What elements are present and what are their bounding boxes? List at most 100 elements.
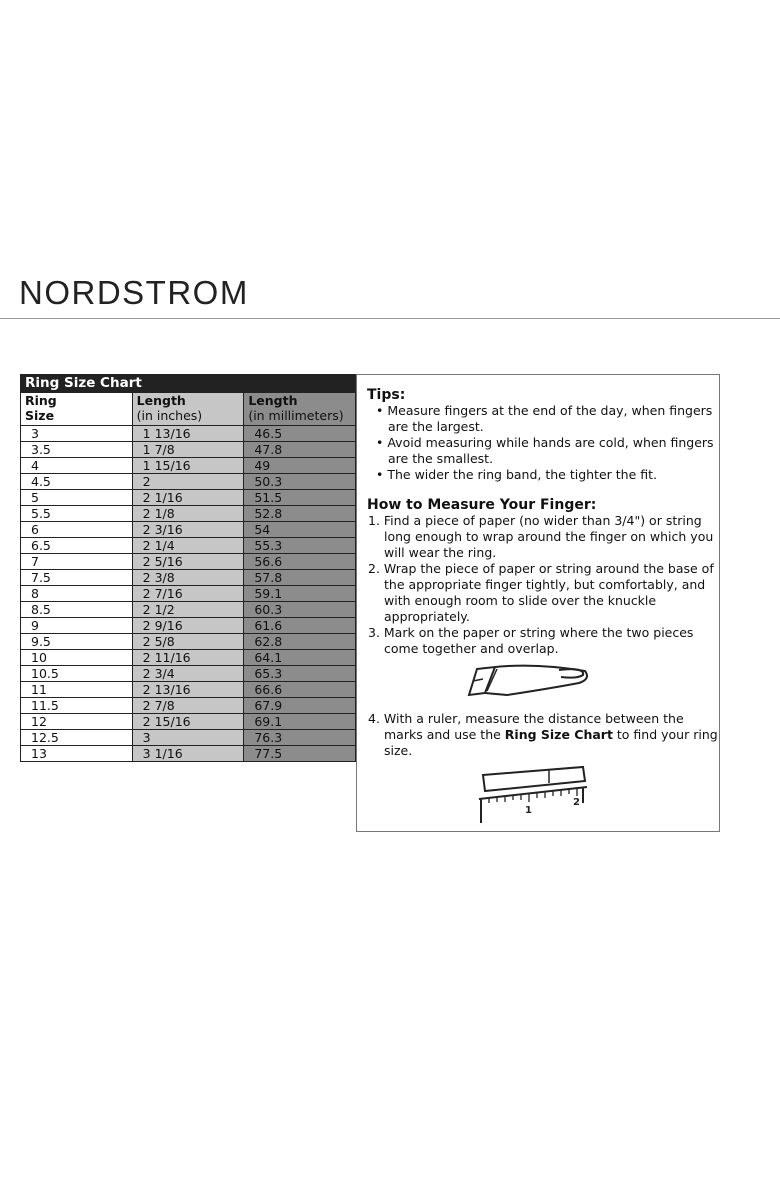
header-ring-size: Ring Size	[20, 392, 133, 426]
ring-size-cell: 12	[20, 713, 133, 730]
inches-cell: 2 1/4	[131, 537, 245, 554]
inches-cell: 2 15/16	[131, 713, 245, 730]
ring-size-cell: 8.5	[20, 601, 133, 618]
header-inches: Length (in inches)	[131, 392, 245, 426]
inches-cell: 2 1/16	[131, 489, 245, 506]
table-row: 11.5 2 7/8 67.9	[20, 697, 356, 714]
header-divider	[0, 318, 780, 319]
table-row: 6.5 2 1/4 55.3	[20, 537, 356, 554]
tip-item: • Avoid measuring while hands are cold, …	[376, 435, 714, 466]
inches-cell: 1 15/16	[131, 457, 245, 474]
ring-size-cell: 5.5	[20, 505, 133, 522]
mm-cell: 46.5	[243, 425, 356, 442]
ring-size-cell: 6	[20, 521, 133, 538]
table-row: 8.5 2 1/2 60.3	[20, 601, 356, 618]
mm-cell: 51.5	[243, 489, 356, 506]
step: 1. Find a piece of paper (no wider than …	[368, 513, 714, 560]
inches-cell: 2 5/16	[131, 553, 245, 570]
inches-cell: 1 13/16	[131, 425, 245, 442]
table-row: 9.5 2 5/8 62.8	[20, 633, 356, 650]
ring-size-cell: 10.5	[20, 665, 133, 682]
ring-size-cell: 4	[20, 457, 133, 474]
ruler-illustration: 1 2	[478, 765, 588, 823]
table-row: 3.5 1 7/8 47.8	[20, 441, 356, 458]
tip-item: • Measure fingers at the end of the day,…	[376, 403, 713, 434]
inches-cell: 2 3/16	[131, 521, 245, 538]
ring-size-cell: 6.5	[20, 537, 133, 554]
mm-cell: 50.3	[243, 473, 356, 490]
ring-size-cell: 3	[20, 425, 133, 442]
inches-cell: 2 3/4	[131, 665, 245, 682]
tips-list: • Measure fingers at the end of the day,…	[367, 403, 719, 483]
step: 3. Mark on the paper or string where the…	[368, 625, 694, 656]
mm-cell: 54	[243, 521, 356, 538]
inches-cell: 3	[131, 729, 245, 746]
inches-cell: 2 1/2	[131, 601, 245, 618]
table-row: 10.5 2 3/4 65.3	[20, 665, 356, 682]
mm-cell: 77.5	[243, 745, 356, 762]
mm-cell: 66.6	[243, 681, 356, 698]
ring-size-cell: 8	[20, 585, 133, 602]
step: 2. Wrap the piece of paper or string aro…	[368, 561, 714, 624]
howto-steps: 1. Find a piece of paper (no wider than …	[357, 513, 719, 657]
table-header-row: Ring Size Length (in inches) Length (in mil…	[20, 392, 356, 426]
inches-cell: 2	[131, 473, 245, 490]
table-row: 12.5 3 76.3	[20, 729, 356, 746]
ring-size-cell: 9	[20, 617, 133, 634]
ring-size-cell: 10	[20, 649, 133, 666]
mm-cell: 57.8	[243, 569, 356, 586]
ring-size-cell: 3.5	[20, 441, 133, 458]
ring-size-cell: 12.5	[20, 729, 133, 746]
table-row: 4.5 2 50.3	[20, 473, 356, 490]
inches-cell: 1 7/8	[131, 441, 245, 458]
inches-cell: 2 13/16	[131, 681, 245, 698]
table-row: 12 2 15/16 69.1	[20, 713, 356, 730]
svg-text:1: 1	[525, 805, 532, 816]
table-row: 5.5 2 1/8 52.8	[20, 505, 356, 522]
inches-cell: 2 1/8	[131, 505, 245, 522]
tips-title: Tips:	[367, 387, 406, 403]
finger-illustration	[467, 664, 588, 697]
step-4: 4. With a ruler, measure the distance be…	[368, 711, 718, 758]
mm-cell: 59.1	[243, 585, 356, 602]
mm-cell: 47.8	[243, 441, 356, 458]
ring-size-cell: 13	[20, 745, 133, 762]
ring-size-cell: 5	[20, 489, 133, 506]
ring-size-table: Ring Size Chart Ring Size Length (in inche…	[20, 374, 356, 762]
mm-cell: 76.3	[243, 729, 356, 746]
ring-size-cell: 4.5	[20, 473, 133, 490]
inches-cell: 2 5/8	[131, 633, 245, 650]
mm-cell: 62.8	[243, 633, 356, 650]
table-row: 10 2 11/16 64.1	[20, 649, 356, 666]
mm-cell: 49	[243, 457, 356, 474]
table-row: 13 3 1/16 77.5	[20, 745, 356, 762]
mm-cell: 60.3	[243, 601, 356, 618]
tips-panel: Tips: • Measure fingers at the end of th…	[356, 374, 720, 832]
mm-cell: 65.3	[243, 665, 356, 682]
mm-cell: 55.3	[243, 537, 356, 554]
tip-item: • The wider the ring band, the tighter t…	[376, 467, 658, 482]
ring-size-cell: 11	[20, 681, 133, 698]
ring-size-cell: 7	[20, 553, 133, 570]
inches-cell: 2 7/16	[131, 585, 245, 602]
brand-logo: NORDSTROM	[19, 274, 249, 311]
ring-size-cell: 11.5	[20, 697, 133, 714]
inches-cell: 2 7/8	[131, 697, 245, 714]
mm-cell: 64.1	[243, 649, 356, 666]
ring-size-cell: 9.5	[20, 633, 133, 650]
mm-cell: 52.8	[243, 505, 356, 522]
table-row: 7.5 2 3/8 57.8	[20, 569, 356, 586]
inches-cell: 3 1/16	[131, 745, 245, 762]
mm-cell: 69.1	[243, 713, 356, 730]
inches-cell: 2 3/8	[131, 569, 245, 586]
table-row: 11 2 13/16 66.6	[20, 681, 356, 698]
inches-cell: 2 11/16	[131, 649, 245, 666]
mm-cell: 61.6	[243, 617, 356, 634]
ring-size-cell: 7.5	[20, 569, 133, 586]
